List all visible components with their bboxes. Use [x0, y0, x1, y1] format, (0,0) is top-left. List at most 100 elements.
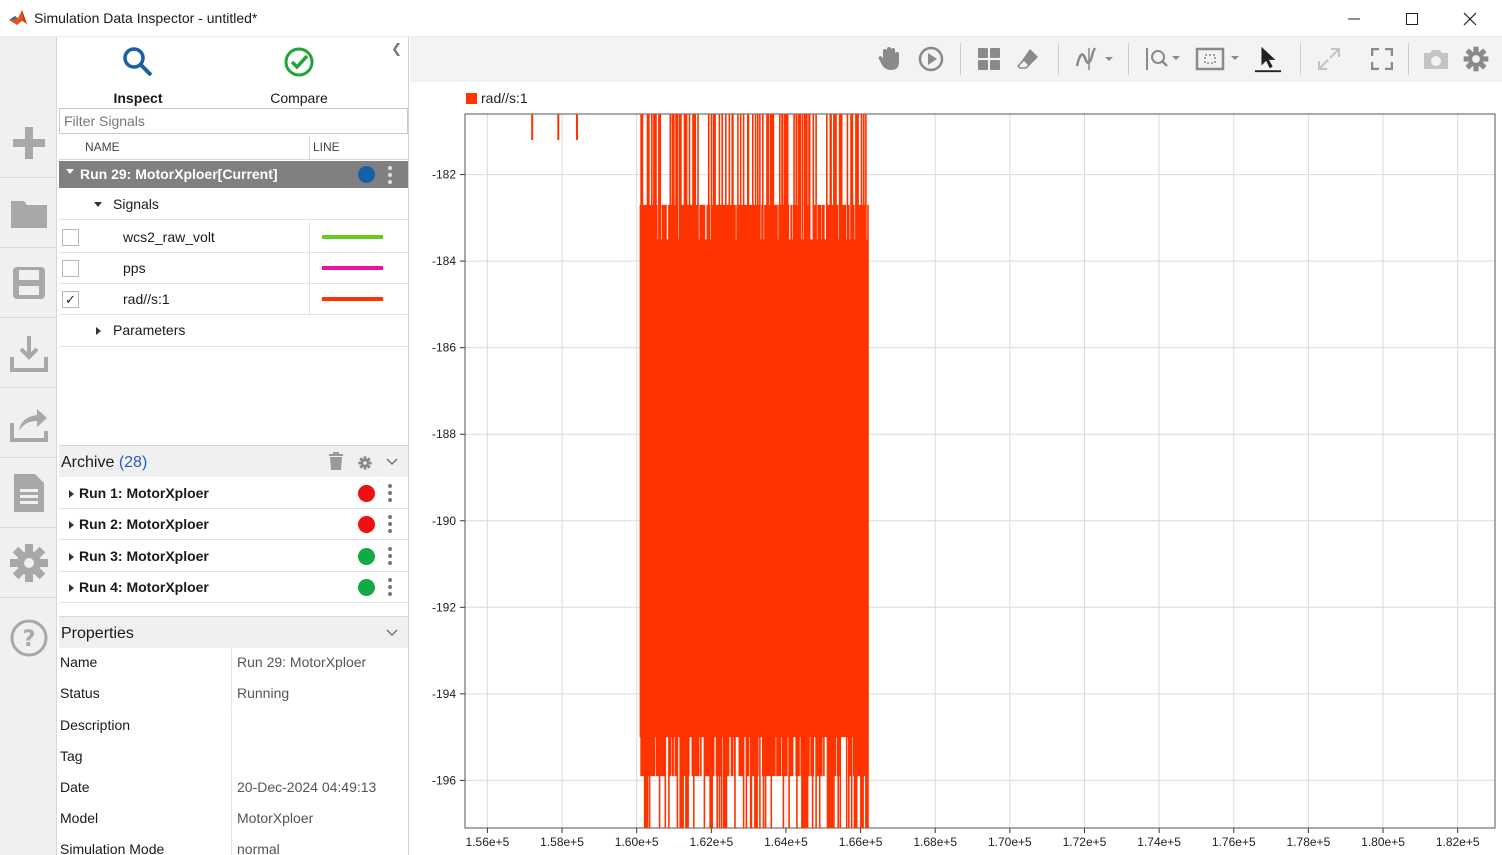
expand-triangle-icon[interactable]	[96, 327, 101, 335]
expand-triangle-icon[interactable]	[69, 521, 74, 529]
pan-icon	[878, 47, 899, 70]
run-color-dot[interactable]	[358, 485, 375, 502]
archive-header[interactable]: Archive (28)	[59, 445, 408, 477]
expand-button[interactable]	[1315, 45, 1343, 73]
run-color-dot[interactable]	[358, 516, 375, 533]
signal-chart[interactable]: 1.56e+5 1.58e+5 1.60e+5 1.62e+5 1.64e+5 1.66e…	[410, 82, 1502, 855]
y-tick-label: -182	[432, 168, 456, 182]
column-divider	[231, 647, 232, 678]
checkmark-circle-icon	[284, 47, 314, 77]
expand-triangle-icon[interactable]	[69, 584, 74, 592]
new-button[interactable]	[0, 108, 57, 178]
column-name-header[interactable]: NAME	[85, 140, 120, 154]
open-button[interactable]	[0, 178, 57, 248]
run-options-icon[interactable]	[388, 166, 392, 184]
legend-label[interactable]: rad//s:1	[481, 90, 528, 106]
run-options-icon[interactable]	[388, 547, 392, 565]
current-run-row[interactable]: Run 29: MotorXploer[Current]	[59, 161, 408, 188]
run-color-dot[interactable]	[358, 579, 375, 596]
run-options-icon[interactable]	[388, 578, 392, 596]
collapse-triangle-icon[interactable]	[66, 169, 74, 174]
trash-icon[interactable]	[328, 452, 344, 470]
column-divider	[231, 741, 232, 772]
signal-checkbox[interactable]	[62, 229, 79, 246]
signals-group-row[interactable]: Signals	[59, 189, 408, 220]
line-style-swatch[interactable]	[322, 266, 383, 270]
plus-icon	[12, 126, 45, 159]
run-color-dot[interactable]	[358, 548, 375, 565]
archive-run-row[interactable]: Run 3: MotorXploer	[59, 541, 408, 572]
run-options-icon[interactable]	[388, 484, 392, 502]
x-tick-label: 1.66e+5	[839, 835, 883, 849]
x-tick-label: 1.76e+5	[1212, 835, 1256, 849]
signal-row[interactable]: pps	[59, 253, 408, 284]
signal-checkbox[interactable]	[62, 260, 79, 277]
zoom-button[interactable]	[1144, 45, 1184, 73]
play-button[interactable]	[917, 45, 945, 73]
property-row: Status Running	[59, 678, 408, 709]
help-button[interactable]: ?	[0, 603, 57, 673]
plot-background	[465, 114, 1495, 828]
data-cursor-button[interactable]	[1254, 45, 1282, 73]
toolbar-separator	[960, 43, 961, 75]
x-tick-label: 1.58e+5	[540, 835, 584, 849]
x-tick-label: 1.60e+5	[615, 835, 659, 849]
report-button[interactable]	[0, 458, 57, 528]
archive-run-label: Run 4: MotorXploer	[79, 579, 209, 595]
signal-checkbox[interactable]: ✓	[62, 291, 79, 308]
signal-row[interactable]: ✓ rad//s:1	[59, 284, 408, 315]
preferences-button[interactable]	[0, 528, 57, 598]
archive-title: Archive (28)	[61, 454, 147, 472]
signal-style-button[interactable]	[1073, 45, 1121, 73]
column-line-header[interactable]: LINE	[313, 140, 340, 154]
filter-signals-input[interactable]	[59, 108, 408, 134]
snapshot-button[interactable]	[1422, 45, 1450, 73]
maximize-button[interactable]	[1383, 0, 1441, 37]
clear-button[interactable]	[1014, 45, 1042, 73]
run-color-dot[interactable]	[358, 166, 375, 183]
properties-header[interactable]: Properties	[59, 616, 408, 648]
signal-row[interactable]: wcs2_raw_volt	[59, 222, 408, 253]
expand-triangle-icon[interactable]	[69, 553, 74, 561]
property-value[interactable]: Run 29: MotorXploer	[237, 654, 367, 670]
plot-settings-button[interactable]	[1462, 45, 1490, 73]
line-style-swatch[interactable]	[322, 297, 383, 301]
search-icon	[123, 47, 153, 77]
import-button[interactable]	[0, 318, 57, 388]
toolbar-separator	[1128, 43, 1129, 75]
close-button[interactable]	[1441, 0, 1499, 37]
collapse-panel-icon[interactable]: ❮	[391, 41, 402, 56]
archive-run-row[interactable]: Run 4: MotorXploer	[59, 572, 408, 603]
fit-to-view-button[interactable]	[1194, 45, 1242, 73]
archive-run-row[interactable]: Run 2: MotorXploer	[59, 509, 408, 540]
gear-icon[interactable]	[358, 456, 372, 470]
column-divider	[231, 678, 232, 709]
chevron-down-icon[interactable]	[386, 458, 398, 466]
signal-name: rad//s:1	[123, 291, 170, 307]
tab-compare[interactable]: Compare	[244, 43, 354, 107]
fullscreen-button[interactable]	[1368, 45, 1396, 73]
export-button[interactable]	[0, 388, 57, 458]
column-divider	[309, 222, 310, 253]
minimize-button[interactable]	[1325, 0, 1383, 37]
collapse-triangle-icon[interactable]	[94, 202, 102, 207]
pan-button[interactable]	[875, 45, 903, 73]
save-button[interactable]	[0, 248, 57, 318]
column-divider	[309, 284, 310, 315]
tab-inspect[interactable]: Inspect	[83, 43, 193, 112]
x-tick-label: 1.56e+5	[466, 835, 510, 849]
parameters-group-row[interactable]: Parameters	[59, 316, 408, 347]
chevron-down-icon[interactable]	[386, 629, 398, 637]
x-tick-label: 1.62e+5	[689, 835, 733, 849]
layout-button[interactable]	[975, 45, 1003, 73]
archive-run-row[interactable]: Run 1: MotorXploer	[59, 478, 408, 509]
download-icon	[9, 335, 48, 372]
expand-triangle-icon[interactable]	[69, 490, 74, 498]
run-options-icon[interactable]	[388, 515, 392, 533]
signal-line	[639, 114, 869, 828]
column-divider	[309, 253, 310, 284]
signals-group-label: Signals	[113, 196, 159, 212]
plot-area[interactable]: rad//s:1 1.56e+5 1.58e+5 1.60e+5 1.62e+5 1.6…	[410, 82, 1502, 855]
line-style-swatch[interactable]	[322, 235, 383, 239]
fit-icon	[1195, 47, 1239, 71]
